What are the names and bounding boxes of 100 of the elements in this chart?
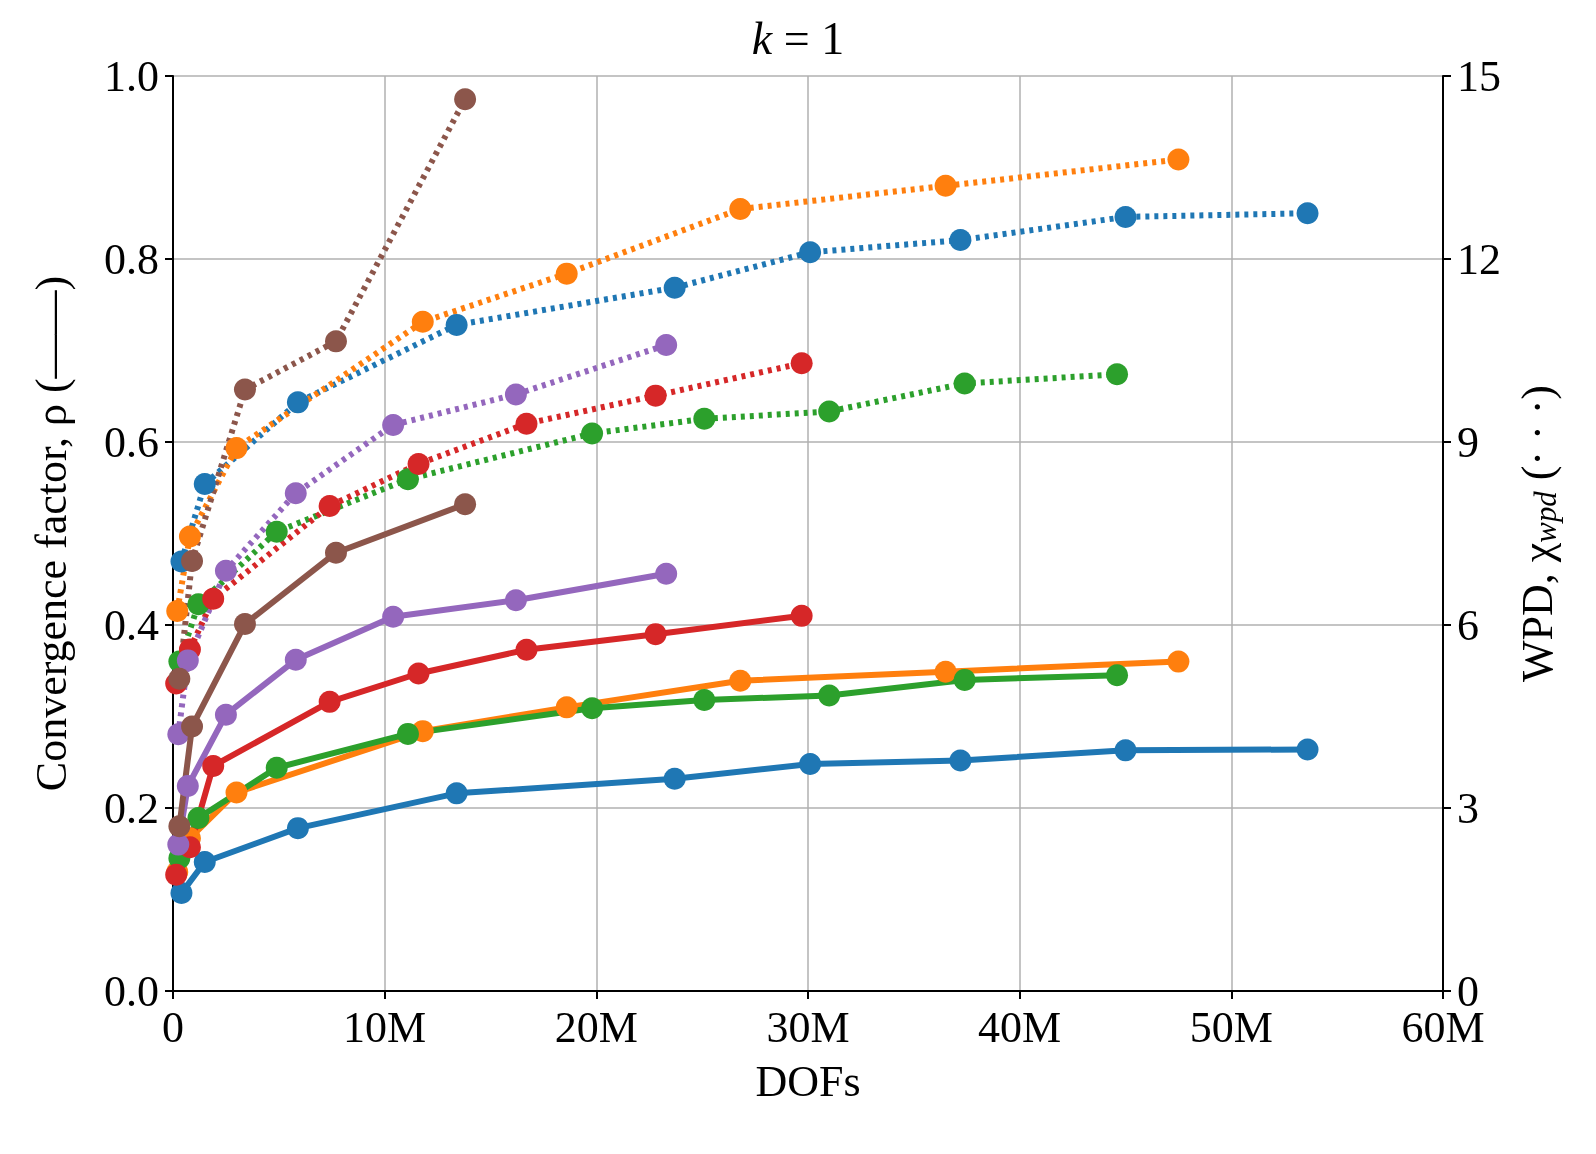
point <box>265 520 288 543</box>
point <box>555 696 578 719</box>
point <box>193 850 216 873</box>
y2-axis-title: WPD, χwpd (· · ·) <box>1512 385 1564 682</box>
point <box>729 197 752 220</box>
point <box>454 88 477 111</box>
point <box>581 422 604 445</box>
point <box>663 276 686 299</box>
x-tick-label: 30M <box>766 1002 850 1052</box>
point <box>949 749 972 772</box>
point <box>515 412 538 435</box>
point <box>286 817 309 840</box>
point <box>176 775 199 798</box>
y-tick-label: 1.0 <box>104 51 159 101</box>
x-tick-label: 50M <box>1189 1002 1273 1052</box>
point <box>396 468 419 491</box>
point <box>233 378 256 401</box>
point <box>1296 202 1319 225</box>
point <box>411 310 434 333</box>
y2-tick-label: 15 <box>1457 51 1501 101</box>
point <box>284 648 307 671</box>
y-axis-title: Convergence factor, ρ (——) <box>26 275 76 792</box>
point <box>581 697 604 720</box>
point <box>187 807 210 830</box>
point <box>233 613 256 636</box>
point <box>953 372 976 395</box>
point <box>818 400 841 423</box>
y2-tick-label: 9 <box>1457 417 1479 467</box>
point <box>407 452 430 475</box>
chart-title: k = 1 <box>751 12 845 64</box>
point <box>202 754 225 777</box>
point <box>949 229 972 252</box>
point <box>168 815 191 838</box>
point <box>170 882 193 905</box>
y2-tick-label: 3 <box>1457 783 1479 833</box>
point <box>1167 650 1190 673</box>
point <box>325 541 347 564</box>
point <box>454 493 477 516</box>
point <box>515 638 538 661</box>
x-tick-label: 10M <box>343 1002 427 1052</box>
point <box>729 669 752 692</box>
x-tick-label: 40M <box>978 1002 1062 1052</box>
point <box>286 391 309 414</box>
point <box>202 587 225 610</box>
point <box>934 174 957 197</box>
point <box>325 330 347 353</box>
point <box>265 756 288 779</box>
point <box>445 782 468 805</box>
point <box>214 703 237 726</box>
point <box>655 562 678 585</box>
point <box>214 559 237 582</box>
point <box>1114 739 1137 762</box>
point <box>445 313 468 336</box>
y-tick-label: 0.8 <box>104 234 159 284</box>
point <box>407 662 430 685</box>
point <box>284 482 307 505</box>
x-axis-title: DOFs <box>755 1056 861 1106</box>
point <box>644 384 667 407</box>
x-tick-label: 0 <box>162 1002 184 1052</box>
point <box>1106 664 1129 687</box>
point <box>167 833 190 856</box>
point <box>166 599 189 622</box>
point <box>644 623 667 646</box>
point <box>790 352 813 375</box>
point <box>178 525 201 548</box>
point <box>799 241 822 264</box>
point <box>934 660 957 683</box>
point <box>225 437 248 460</box>
point <box>168 667 191 690</box>
point <box>225 781 248 804</box>
point <box>790 604 813 627</box>
point <box>1167 148 1190 171</box>
y-tick-label: 0.6 <box>104 417 159 467</box>
point <box>181 715 204 738</box>
point <box>504 589 527 612</box>
point <box>693 407 716 430</box>
y-tick-label: 0.2 <box>104 783 159 833</box>
point <box>396 722 419 745</box>
point <box>953 668 976 691</box>
y-tick-label: 0.4 <box>104 600 159 650</box>
y2-tick-label: 6 <box>1457 600 1479 650</box>
point <box>818 684 841 707</box>
point <box>799 753 822 776</box>
point <box>1114 205 1137 228</box>
point <box>176 649 199 672</box>
x-tick-label: 20M <box>554 1002 638 1052</box>
point <box>318 495 341 518</box>
y2-tick-label: 12 <box>1457 234 1501 284</box>
point <box>504 383 527 406</box>
point <box>663 767 686 790</box>
point <box>181 549 204 572</box>
point <box>655 334 678 356</box>
point <box>555 262 578 285</box>
point <box>318 690 341 713</box>
point <box>1296 738 1319 761</box>
point <box>382 605 405 628</box>
point <box>193 473 216 496</box>
point <box>382 413 405 436</box>
y-tick-label: 0.0 <box>104 966 159 1016</box>
point <box>1106 363 1129 386</box>
